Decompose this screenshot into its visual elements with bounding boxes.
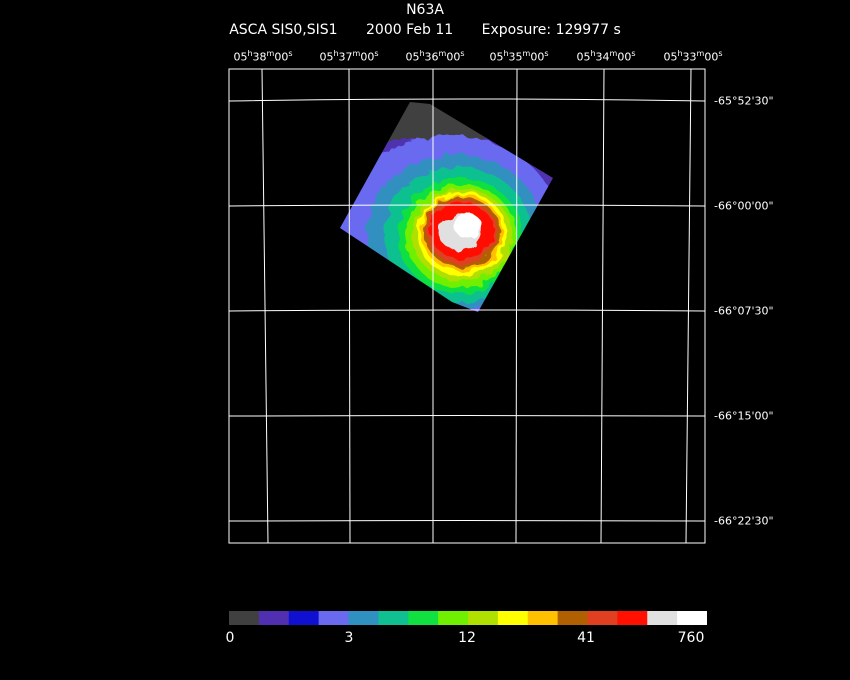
colorbar-swatch (527, 611, 559, 625)
map-title: N63A (406, 2, 444, 18)
colorbar-swatch (229, 611, 260, 625)
ra-grid-line (348, 68, 351, 544)
colorbar-swatch (438, 611, 469, 625)
dec-tick-label: -66°15'00" (714, 409, 774, 423)
dec-tick-label: -65°52'30" (714, 94, 774, 108)
colorbar-swatch (557, 611, 589, 625)
colorbar-swatch (497, 611, 529, 625)
dec-grid-line (228, 309, 706, 312)
date-label: 2000 Feb 11 (366, 22, 454, 38)
ra-grid-line (685, 68, 692, 544)
colorbar-swatch (378, 611, 409, 625)
dec-tick-label: -66°00'00" (714, 199, 774, 213)
colorbar-swatch (587, 611, 618, 625)
ra-grid-line (600, 68, 605, 544)
xray-image-map (228, 68, 706, 544)
colorbar-swatch (647, 611, 678, 625)
ra-tick-label: 05h34m00s (576, 49, 636, 64)
colorbar-tick-label: 41 (577, 630, 595, 646)
colorbar-tick-label: 0 (225, 630, 235, 646)
colorbar-tick-label: 760 (677, 630, 705, 646)
colorbar-swatch (318, 611, 350, 625)
colorbar-swatch (617, 611, 648, 625)
ra-tick-label: 05h38m00s (233, 49, 293, 64)
dec-grid-line (228, 204, 706, 207)
ra-tick-label: 05h36m00s (405, 49, 465, 64)
ra-tick-label: 05h33m00s (663, 49, 723, 64)
colorbar-swatch (288, 611, 320, 625)
colorbar-swatch (468, 611, 499, 625)
map-frame (228, 68, 706, 544)
instrument-label: ASCA SIS0,SIS1 (229, 22, 338, 38)
dec-tick-label: -66°22'30" (714, 514, 774, 528)
colorbar-tick-label: 3 (344, 630, 354, 646)
ra-grid-line (261, 68, 269, 544)
colorbar (229, 611, 707, 625)
colorbar-swatch (677, 611, 707, 625)
dec-grid-line (228, 520, 706, 522)
colorbar-tick-label: 12 (458, 630, 476, 646)
dec-tick-label: -66°07'30" (714, 304, 774, 318)
colorbar-swatch (408, 611, 439, 625)
coordinate-grid (228, 68, 706, 544)
dec-grid-line (228, 415, 706, 417)
detector-field (340, 102, 553, 312)
ra-tick-label: 05h35m00s (489, 49, 549, 64)
ra-tick-label: 05h37m00s (319, 49, 379, 64)
map-subtitle: ASCA SIS0,SIS1 2000 Feb 11 Exposure: 129… (0, 22, 850, 38)
colorbar-swatch (258, 611, 290, 625)
dec-grid-line (228, 98, 706, 102)
exposure-label: Exposure: 129977 s (481, 22, 621, 38)
colorbar-swatch (348, 611, 379, 625)
ra-grid-line (515, 68, 518, 544)
